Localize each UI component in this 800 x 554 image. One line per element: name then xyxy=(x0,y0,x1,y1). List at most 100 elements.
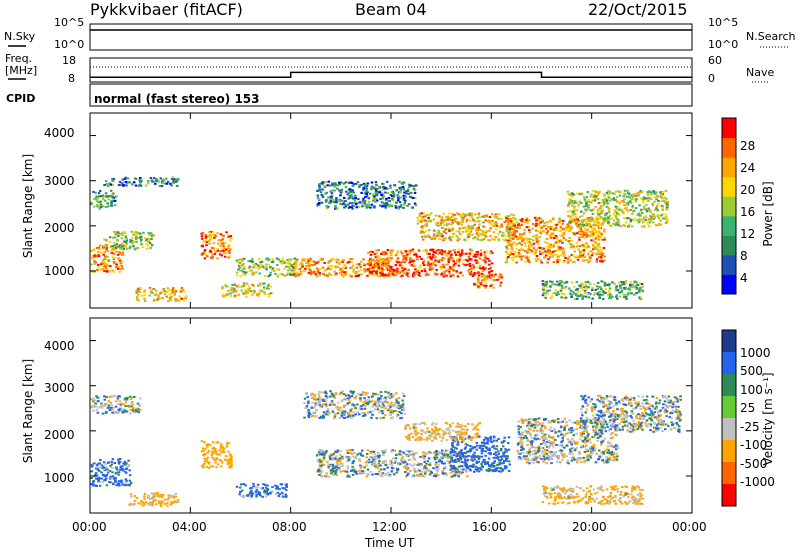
power-cell xyxy=(120,245,124,248)
power-cell xyxy=(253,290,257,293)
power-cell xyxy=(344,181,348,184)
velocity-cell xyxy=(424,453,428,456)
power-cell xyxy=(582,283,585,286)
velocity-cell xyxy=(470,456,474,459)
power-cell xyxy=(665,206,669,209)
velocity-cell xyxy=(460,465,464,468)
power-cell xyxy=(471,226,474,229)
power-cell xyxy=(597,213,600,216)
power-cell xyxy=(581,288,585,291)
power-cell xyxy=(578,295,581,298)
velocity-cell xyxy=(281,487,284,490)
power-cell xyxy=(461,227,465,229)
power-cell xyxy=(401,266,404,269)
velocity-cell xyxy=(405,450,409,452)
velocity-cell xyxy=(152,492,155,495)
power-cell xyxy=(551,255,554,258)
power-cell xyxy=(162,288,165,291)
power-cell xyxy=(551,283,554,286)
power-cell xyxy=(477,280,480,283)
velocity-cell xyxy=(119,466,122,469)
power-cell xyxy=(363,200,367,203)
power-cell xyxy=(641,285,644,288)
velocity-cell xyxy=(101,481,104,483)
velocity-cell xyxy=(219,445,223,448)
power-cell xyxy=(635,292,638,295)
velocity-cell xyxy=(493,460,496,463)
power-cell xyxy=(569,289,573,292)
power-cell xyxy=(579,250,582,253)
velocity-cell xyxy=(98,484,102,487)
power-cell xyxy=(107,205,110,208)
power-cell xyxy=(235,289,239,292)
power-cell xyxy=(482,279,486,281)
power-cell xyxy=(162,178,165,181)
power-cell xyxy=(455,235,459,238)
velocity-cell xyxy=(352,469,355,472)
power-cell xyxy=(257,294,260,297)
velocity-cell xyxy=(139,502,142,505)
power-cell xyxy=(639,191,642,194)
power-cell xyxy=(102,261,106,264)
power-cell xyxy=(448,258,452,261)
velocity-heatmap xyxy=(90,390,682,508)
velocity-cell xyxy=(484,450,487,453)
power-cell xyxy=(106,255,109,258)
power-cell xyxy=(169,182,172,185)
power-cell xyxy=(216,257,219,260)
velocity-cell xyxy=(473,451,476,454)
power-cell xyxy=(587,286,590,289)
power-cell xyxy=(244,292,247,295)
power-cell xyxy=(113,200,117,202)
power-cell xyxy=(135,291,138,294)
velocity-cell xyxy=(100,466,104,469)
velocity-cell xyxy=(94,476,98,479)
velocity-cell xyxy=(159,505,163,508)
power-cell xyxy=(96,255,99,257)
power-cell xyxy=(381,197,384,200)
velocity-cell xyxy=(95,464,99,467)
power-cell xyxy=(615,287,618,290)
power-cell xyxy=(465,252,468,255)
power-cell xyxy=(216,232,219,235)
power-cell xyxy=(616,222,620,224)
power-cell xyxy=(572,254,575,257)
power-cell xyxy=(546,230,550,233)
power-cell xyxy=(385,266,388,269)
velocity-cell xyxy=(118,460,122,463)
power-cell xyxy=(344,200,347,203)
power-cell xyxy=(367,263,370,266)
power-cell xyxy=(485,284,488,287)
velocity-cell xyxy=(125,467,128,470)
power-cell xyxy=(364,269,368,272)
power-cell xyxy=(99,269,102,272)
power-cell xyxy=(105,270,109,273)
power-cell xyxy=(225,248,228,251)
power-cell xyxy=(580,294,584,297)
power-cell xyxy=(647,207,650,210)
power-cell xyxy=(466,213,469,216)
velocity-cell xyxy=(132,406,135,409)
power-cell xyxy=(104,206,108,209)
power-cell xyxy=(211,230,215,233)
power-cell xyxy=(541,280,545,283)
power-cell xyxy=(627,293,630,296)
velocity-cell xyxy=(235,485,239,488)
velocity-cell xyxy=(359,467,363,470)
power-cell xyxy=(542,288,545,291)
power-cell xyxy=(139,234,143,237)
power-cell xyxy=(519,236,522,239)
power-cell xyxy=(251,273,255,276)
velocity-cell xyxy=(428,463,431,466)
power-cell xyxy=(561,222,565,225)
power-cell xyxy=(430,237,434,240)
power-cell xyxy=(500,225,504,228)
power-cell xyxy=(628,288,632,291)
power-cell xyxy=(309,260,312,263)
velocity-cell xyxy=(282,493,285,496)
power-cell xyxy=(592,293,596,296)
power-cell xyxy=(642,196,646,199)
power-cell xyxy=(571,204,574,207)
velocity-cell xyxy=(132,408,136,411)
velocity-cell xyxy=(205,466,208,468)
